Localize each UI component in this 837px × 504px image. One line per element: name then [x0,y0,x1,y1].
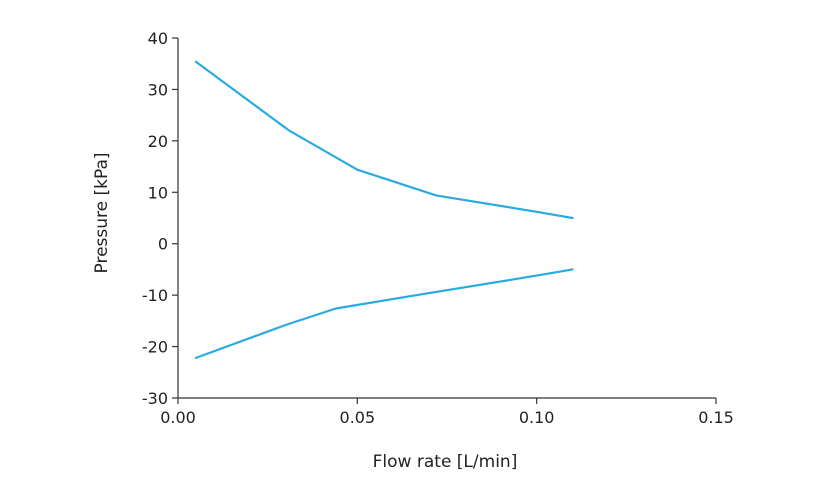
x-tick-label: 0.10 [519,408,555,427]
y-tick-label: 30 [148,80,168,99]
y-tick-label: 10 [148,183,168,202]
y-axis-title: Pressure [kPa] [92,152,112,273]
x-tick-label: 0.05 [340,408,376,427]
y-tick-label: 40 [148,29,168,48]
y-tick-label: 0 [158,235,168,254]
x-tick-label: 0.15 [698,408,734,427]
chart-axes [177,38,716,399]
series-line-positive [194,60,574,220]
x-axis-ticks: 0.00 0.05 0.10 0.15 [160,398,734,427]
y-tick-label: -10 [142,286,168,305]
series-line-negative [194,268,574,359]
y-tick-label: -20 [142,338,168,357]
series-layer [194,60,574,359]
x-axis-title: Flow rate [L/min] [373,452,518,472]
x-tick-label: 0.00 [160,408,196,427]
y-tick-label: -30 [142,389,168,408]
y-axis-ticks: -30 -20 -10 0 10 20 30 40 [142,29,178,408]
y-tick-label: 20 [148,132,168,151]
